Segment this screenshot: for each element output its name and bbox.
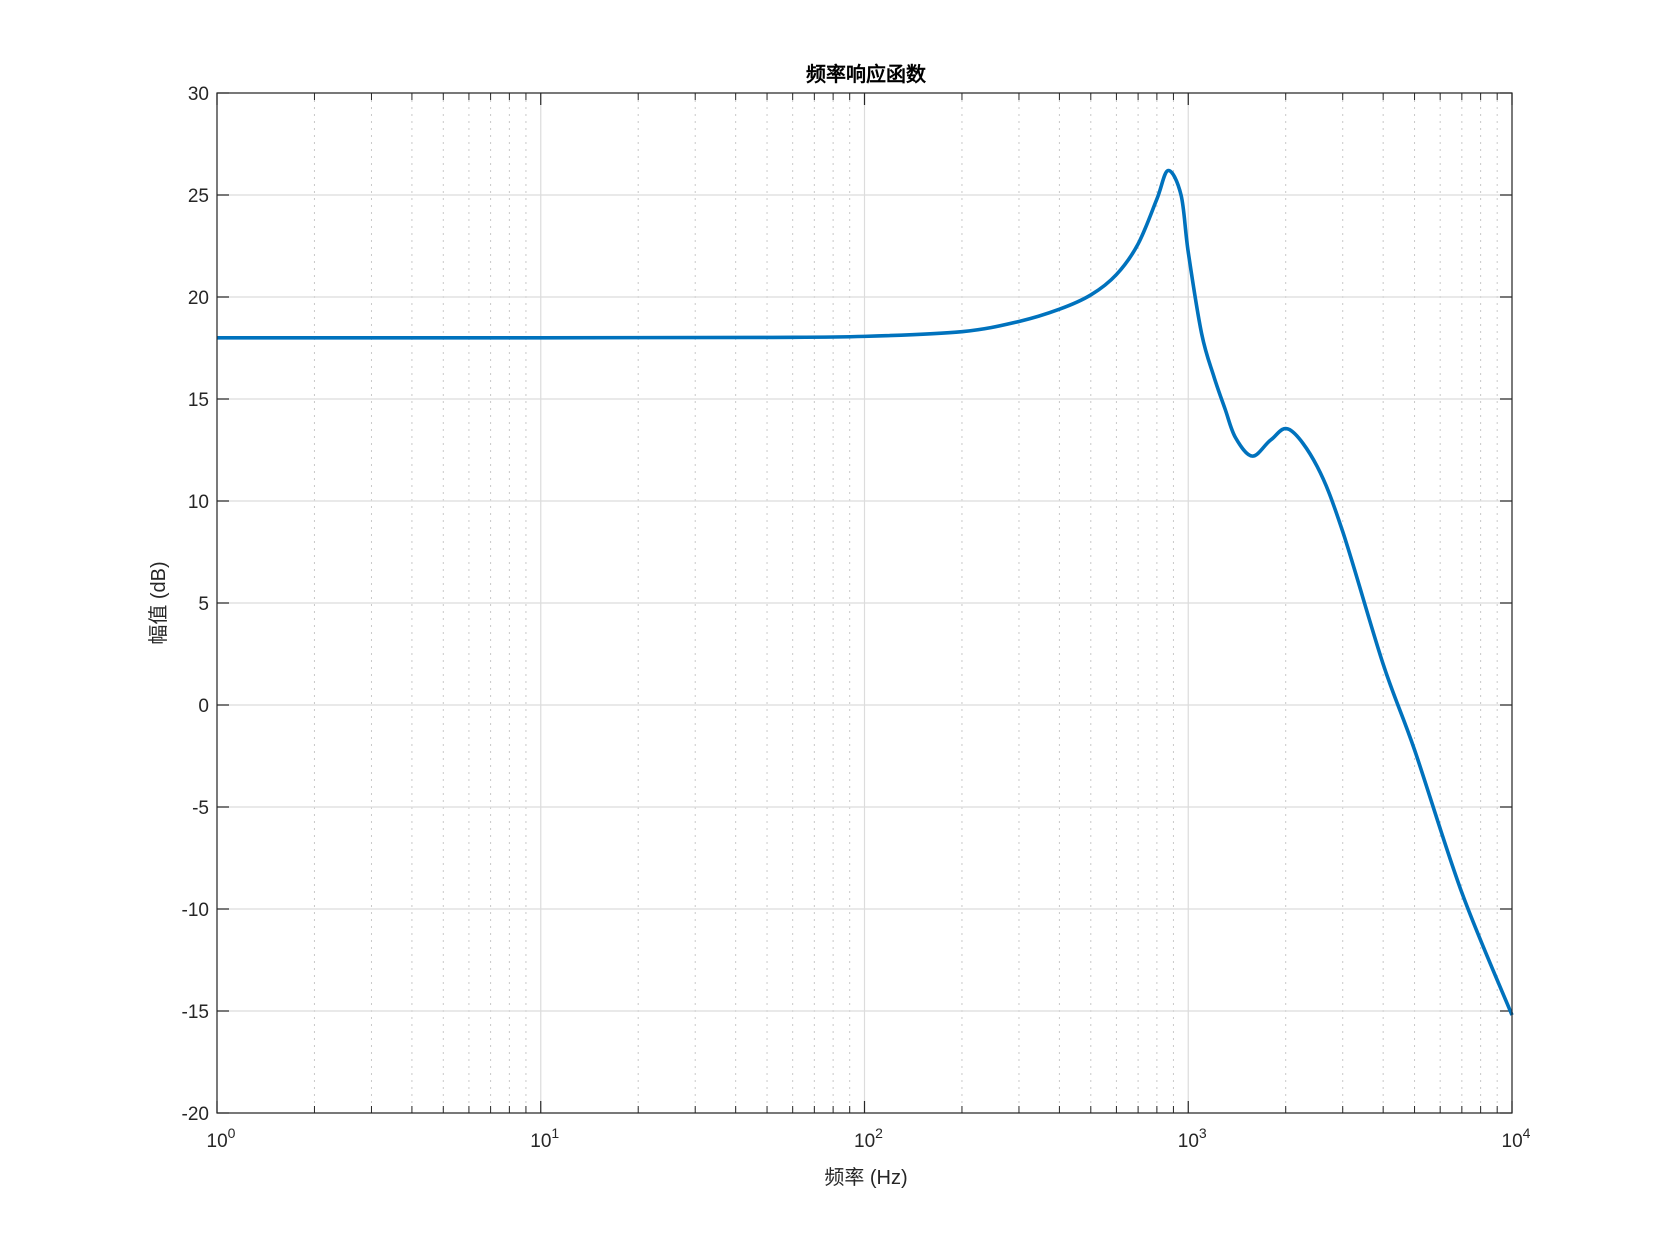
x-tick-exponent: 4 bbox=[1523, 1125, 1531, 1141]
x-tick-exponent: 0 bbox=[228, 1125, 236, 1141]
x-tick-base: 10 bbox=[207, 1131, 228, 1152]
x-tick-base: 10 bbox=[1178, 1131, 1199, 1152]
x-tick-base: 10 bbox=[1502, 1131, 1523, 1152]
y-tick-label: 0 bbox=[198, 696, 209, 717]
x-tick-base: 10 bbox=[854, 1131, 875, 1152]
x-tick-label: 100 bbox=[207, 1125, 236, 1152]
y-axis-label: 幅值 (dB) bbox=[147, 561, 170, 644]
y-tick-label: 10 bbox=[188, 492, 209, 513]
grid bbox=[216, 92, 1513, 1114]
y-tick-label: -20 bbox=[182, 1104, 209, 1125]
y-tick-label: 20 bbox=[188, 288, 209, 309]
plot-area bbox=[216, 168, 1514, 1016]
x-axis-label: 频率 (Hz) bbox=[824, 1166, 907, 1189]
y-tick-label: 30 bbox=[188, 84, 209, 105]
frequency-response-line bbox=[216, 168, 1514, 1016]
y-tick-label: -15 bbox=[182, 1002, 209, 1023]
x-tick-exponent: 2 bbox=[875, 1125, 883, 1141]
x-tick-label: 102 bbox=[854, 1125, 883, 1152]
y-tick-label: 5 bbox=[198, 594, 209, 615]
y-tick-label: 15 bbox=[188, 390, 209, 411]
chart-title: 频率响应函数 bbox=[806, 62, 927, 86]
x-tick-exponent: 3 bbox=[1199, 1125, 1207, 1141]
y-tick-label: 25 bbox=[188, 186, 209, 207]
y-tick-label: -10 bbox=[182, 900, 209, 921]
axes-frame bbox=[216, 92, 1513, 1114]
x-tick-label: 104 bbox=[1502, 1125, 1531, 1152]
x-tick-exponent: 1 bbox=[551, 1125, 559, 1141]
x-tick-label: 103 bbox=[1178, 1125, 1207, 1152]
x-tick-label: 101 bbox=[530, 1125, 559, 1152]
y-tick-label: -5 bbox=[192, 798, 209, 819]
x-tick-base: 10 bbox=[530, 1131, 551, 1152]
